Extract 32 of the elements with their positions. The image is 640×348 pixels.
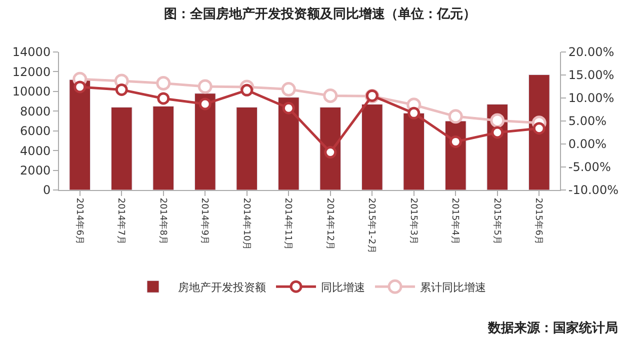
y-tick-label: 14000: [12, 45, 51, 60]
x-tick-label: 2015年3月: [408, 198, 419, 244]
y-tick-label: 12000: [12, 64, 51, 79]
y-tick-label: 6000: [20, 124, 51, 138]
x-tick-label: 2014年8月: [157, 198, 168, 244]
y-tick-label: 8000: [20, 104, 51, 118]
y2-tick-label: 10.00%: [568, 91, 614, 106]
source-note: 数据来源：国家统计局: [487, 320, 618, 336]
y-tick-label: 10000: [12, 84, 51, 99]
x-tick-label: 2015年1-2月: [366, 198, 378, 254]
x-tick-label: 2015年6月: [533, 198, 544, 244]
y2-tick-label: -10.00%: [568, 183, 618, 198]
y-tick-label: 4000: [20, 144, 51, 158]
y2-tick-label: 0.00%: [568, 137, 607, 152]
y2-tick-label: -5.00%: [568, 160, 611, 174]
x-tick-label: 2015年5月: [491, 198, 502, 244]
y-tick-label: 0: [42, 183, 51, 198]
y2-tick-label: 15.00%: [568, 68, 614, 82]
x-tick-label: 2014年6月: [74, 198, 85, 244]
chart-title: 图：全国房地产开发投资额及同比增速（单位：亿元）: [164, 6, 476, 22]
x-tick-label: 2014年7月: [116, 198, 127, 244]
legend-label: 同比增速: [321, 280, 365, 294]
x-tick-label: 2014年10月: [240, 198, 252, 250]
x-tick-label: 2014年11月: [282, 198, 294, 250]
legend-label: 房地产开发投资额: [178, 280, 266, 294]
x-tick-label: 2014年9月: [199, 198, 210, 244]
y2-tick-label: 20.00%: [568, 45, 614, 60]
y2-tick-label: 5.00%: [568, 114, 607, 128]
y-tick-label: 2000: [20, 163, 51, 178]
x-tick-label: 2015年4月: [450, 198, 461, 244]
x-tick-label: 2014年12月: [324, 198, 336, 250]
legend-label: 累计同比增速: [420, 280, 486, 294]
